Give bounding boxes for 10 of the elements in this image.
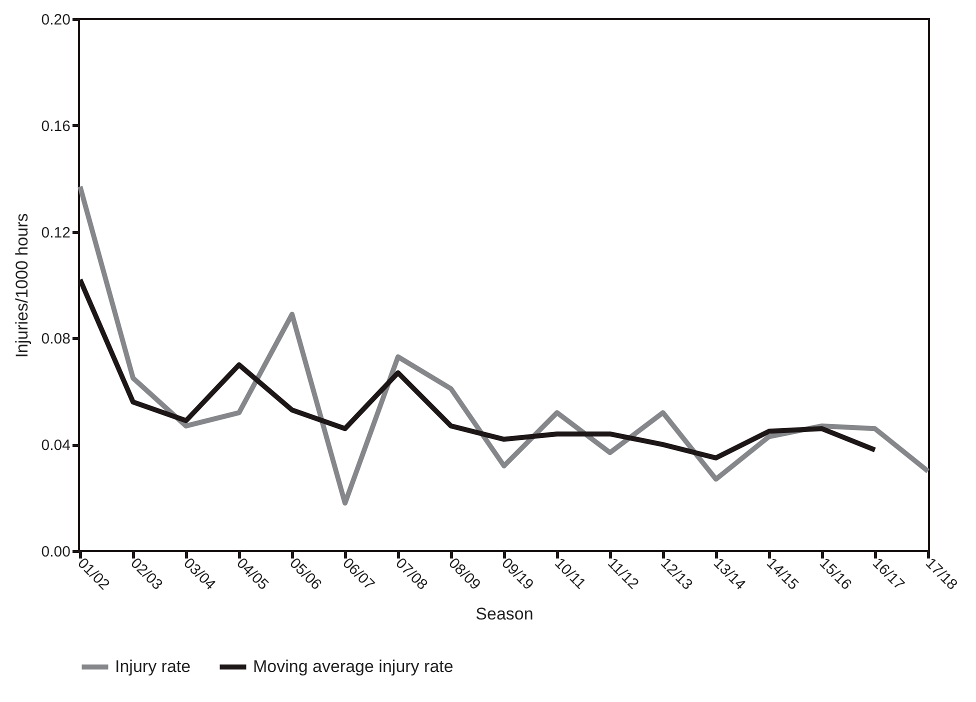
y-tick-label: 0.04 xyxy=(41,437,70,454)
y-tick-label: 0.08 xyxy=(41,330,70,348)
x-axis-title: Season xyxy=(476,604,534,624)
y-axis-title: Injuries/1000 hours xyxy=(12,213,32,358)
y-tick-label: 0.00 xyxy=(41,544,70,560)
y-tick-label: 0.16 xyxy=(41,118,70,135)
y-tick-label: 0.20 xyxy=(41,12,70,28)
legend-label: Moving average injury rate xyxy=(253,657,454,676)
y-tick-label: 0.12 xyxy=(41,224,70,242)
legend-label: Injury rate xyxy=(115,657,191,676)
